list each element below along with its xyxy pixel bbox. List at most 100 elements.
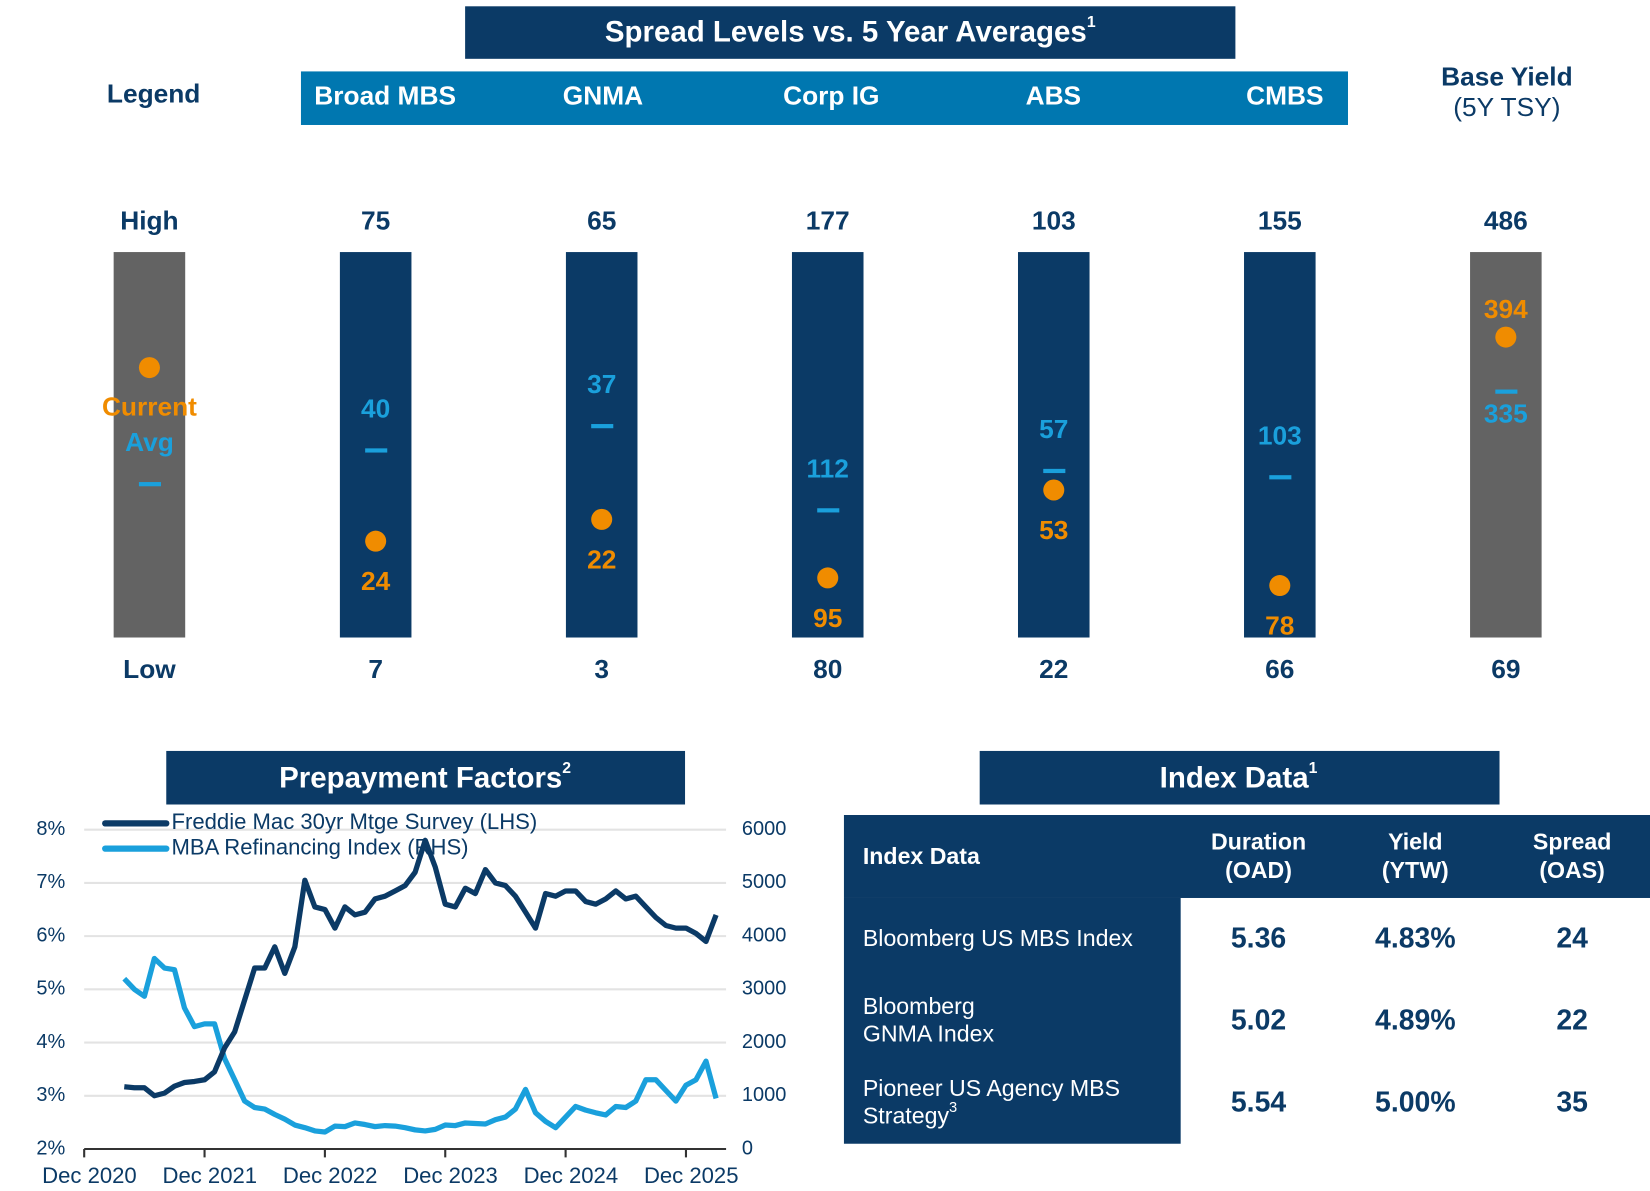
table-value: 4.83% xyxy=(1375,923,1456,955)
high-label: 177 xyxy=(806,206,850,236)
avg-label: 103 xyxy=(1258,420,1302,450)
x-tick-label: Dec 2025 xyxy=(644,1163,739,1188)
x-tick-label: Dec 2020 xyxy=(42,1163,137,1188)
spread-title-text: Spread Levels vs. 5 Year Averages xyxy=(605,15,1087,48)
y2-tick-label: 0 xyxy=(742,1137,753,1159)
index-title: Index Data1 xyxy=(1160,760,1318,794)
table-value: 5.54 xyxy=(1231,1086,1286,1118)
table-value: 5.00% xyxy=(1375,1086,1456,1118)
current-label: 22 xyxy=(587,544,616,574)
current-dot xyxy=(1043,479,1065,501)
table-header: Spread xyxy=(1533,828,1611,854)
legend-entry: Freddie Mac 30yr Mtge Survey (LHS) xyxy=(172,809,538,834)
table-header: Index Data xyxy=(863,843,980,869)
table-value: 35 xyxy=(1556,1086,1588,1118)
low-label: 3 xyxy=(594,654,609,684)
row-label: Strategy3 xyxy=(863,1100,957,1129)
prepay-title-text: Prepayment Factors xyxy=(279,761,562,794)
table-header: (OAS) xyxy=(1539,857,1605,883)
column-subname: (5Y TSY) xyxy=(1453,92,1560,122)
index-title-box xyxy=(979,750,1500,805)
row-label-note: 3 xyxy=(949,1100,957,1116)
y-tick-label: 7% xyxy=(36,871,65,893)
legend-avg-dash xyxy=(138,482,162,487)
table-value: 5.02 xyxy=(1231,1004,1286,1036)
high-label: 155 xyxy=(1258,206,1302,236)
prepay-title-box xyxy=(166,750,686,805)
range-bar xyxy=(565,252,638,638)
table-value: 4.89% xyxy=(1375,1004,1456,1036)
current-dot xyxy=(1269,575,1291,597)
index-title-text: Index Data xyxy=(1160,761,1310,794)
legend-entry: MBA Refinancing Index (RHS) xyxy=(172,834,469,859)
spread-title: Spread Levels vs. 5 Year Averages1 xyxy=(605,14,1096,48)
y2-tick-label: 6000 xyxy=(742,818,786,840)
table-header: Yield xyxy=(1388,828,1442,854)
range-bar xyxy=(1017,252,1090,638)
range-bar xyxy=(1244,252,1316,638)
avg-label: 40 xyxy=(361,393,390,423)
low-label: 66 xyxy=(1265,654,1294,684)
high-label: 103 xyxy=(1032,206,1076,236)
row-label-text: Strategy xyxy=(863,1103,950,1129)
current-dot xyxy=(365,530,387,552)
legend-low: Low xyxy=(123,654,176,684)
y-tick-label: 8% xyxy=(36,818,65,840)
table-header-band xyxy=(843,815,1650,898)
table-header: (YTW) xyxy=(1382,857,1449,883)
range-bar xyxy=(339,252,412,638)
legend-current: Current xyxy=(102,392,197,422)
low-label: 69 xyxy=(1491,654,1520,684)
legend-current-dot xyxy=(138,357,160,379)
column-name: Base Yield xyxy=(1441,62,1573,92)
legend-high: High xyxy=(120,206,178,236)
table-value: 22 xyxy=(1556,1004,1588,1036)
avg-label: 57 xyxy=(1039,414,1068,444)
y-tick-label: 4% xyxy=(36,1031,65,1053)
avg-dash xyxy=(817,508,840,513)
legend-label: Legend xyxy=(107,79,200,109)
current-label: 78 xyxy=(1265,611,1294,641)
y2-tick-label: 1000 xyxy=(742,1084,786,1106)
y2-tick-label: 3000 xyxy=(742,978,786,1000)
prepay-title: Prepayment Factors2 xyxy=(279,760,571,794)
high-label: 75 xyxy=(361,206,390,236)
column-name: ABS xyxy=(1026,81,1082,111)
range-bar xyxy=(1470,252,1542,638)
y-tick-label: 6% xyxy=(36,924,65,946)
row-label: Pioneer US Agency MBS xyxy=(863,1075,1120,1101)
row-label-text: Bloomberg US MBS Index xyxy=(863,925,1133,951)
y-tick-label: 2% xyxy=(36,1137,65,1159)
index-title-note: 1 xyxy=(1309,760,1318,777)
avg-label: 335 xyxy=(1484,399,1528,429)
spread-title-box xyxy=(465,6,1236,59)
table-label-column xyxy=(843,897,1181,1144)
current-label: 95 xyxy=(813,603,842,633)
column-name: CMBS xyxy=(1246,81,1323,111)
low-label: 22 xyxy=(1039,654,1068,684)
x-tick-label: Dec 2023 xyxy=(403,1163,498,1188)
series-line xyxy=(122,955,719,1135)
current-dot xyxy=(591,508,613,530)
spread-header-bar xyxy=(300,71,1348,125)
high-label: 65 xyxy=(587,206,616,236)
avg-dash xyxy=(591,424,614,429)
legend-bar xyxy=(113,252,186,638)
avg-label: 37 xyxy=(587,369,616,399)
table-value: 5.36 xyxy=(1231,923,1286,955)
column-name: GNMA xyxy=(563,81,643,111)
row-label-text: Bloomberg xyxy=(863,993,975,1019)
legend-avg: Avg xyxy=(125,427,174,457)
row-label: Bloomberg xyxy=(863,993,975,1019)
series-line xyxy=(124,837,719,1099)
column-name: Broad MBS xyxy=(314,81,456,111)
avg-dash xyxy=(1495,389,1518,394)
avg-dash xyxy=(1269,475,1292,480)
table-header: (OAD) xyxy=(1225,857,1292,883)
row-label: Bloomberg US MBS Index xyxy=(863,925,1133,951)
y2-tick-label: 4000 xyxy=(742,924,786,946)
x-tick-label: Dec 2022 xyxy=(283,1163,378,1188)
high-label: 486 xyxy=(1484,206,1528,236)
